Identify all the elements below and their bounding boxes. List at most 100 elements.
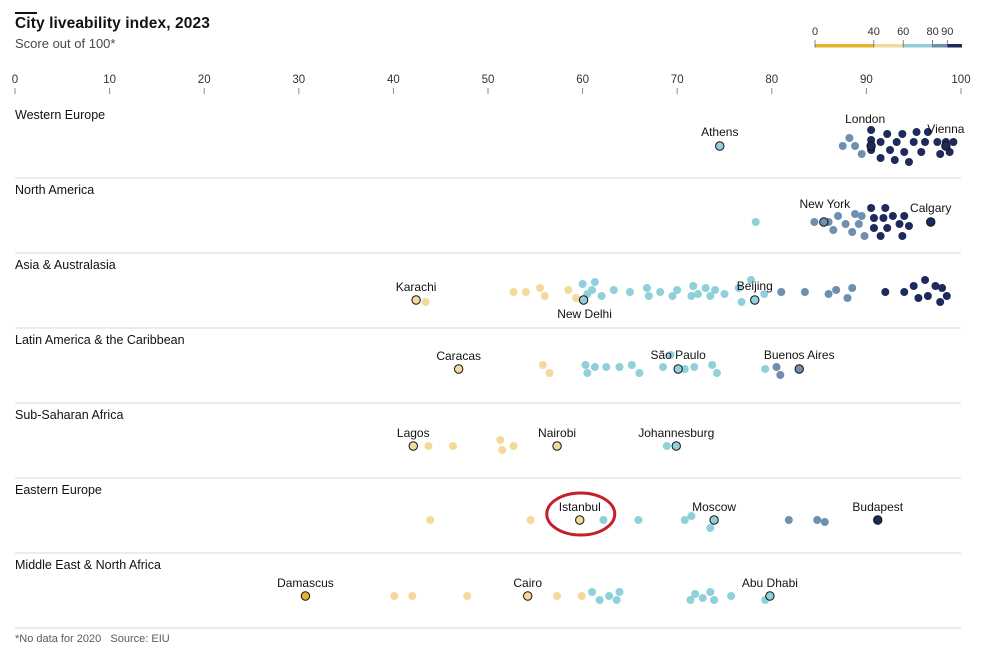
city-dot [578, 280, 587, 288]
city-dot [701, 284, 710, 292]
city-label: Athens [701, 125, 738, 139]
legend-band [903, 44, 933, 48]
city-dot [895, 220, 904, 228]
city-dot [708, 361, 717, 369]
city-dot [876, 154, 885, 162]
city-dot [712, 369, 721, 377]
city-dot [883, 224, 892, 232]
city-label: Calgary [910, 201, 951, 215]
city-dot [751, 218, 760, 226]
city-dot [536, 284, 545, 292]
city-dot [634, 516, 643, 524]
city-dot [909, 282, 918, 290]
city-dot [526, 516, 535, 524]
city-label: London [845, 112, 885, 126]
city-dot [448, 442, 457, 450]
city-dot [698, 594, 707, 602]
city-dot [923, 128, 932, 136]
group-label: Latin America & the Caribbean [15, 333, 185, 347]
city-dot [890, 156, 899, 164]
city-dot [761, 365, 770, 373]
city-dot [898, 232, 907, 240]
city-dot [867, 204, 876, 212]
legend-label: 40 [868, 26, 880, 38]
labelled-city-dot [578, 295, 589, 305]
city-dot [590, 363, 599, 371]
labelled-city-dot [765, 591, 775, 601]
legend-label: 90 [941, 26, 953, 38]
city-dot [876, 232, 885, 240]
city-dot [694, 290, 703, 298]
city-dot [680, 365, 689, 373]
city-label: Cairo [513, 576, 542, 590]
labelled-city-dot [671, 441, 681, 451]
city-dot [879, 214, 888, 222]
city-dot [690, 363, 699, 371]
city-label: Beijing [737, 279, 773, 293]
city-dot [720, 290, 729, 298]
x-tick-label: 100 [951, 74, 970, 86]
city-dot [627, 361, 636, 369]
legend-label: 60 [897, 26, 909, 38]
city-label: Johannesburg [638, 426, 714, 440]
city-dot [602, 363, 611, 371]
highlight-ring [545, 491, 617, 537]
city-dot [421, 298, 430, 306]
city-dot [605, 592, 614, 600]
city-dot [426, 516, 435, 524]
city-dot [898, 130, 907, 138]
city-label: Moscow [692, 500, 736, 514]
legend-label: 80 [926, 26, 938, 38]
city-dot [583, 369, 592, 377]
city-dot [509, 288, 518, 296]
group-label: Middle East & North Africa [15, 558, 161, 572]
city-dot [917, 148, 926, 156]
labelled-city-dot [866, 141, 876, 151]
x-tick-label: 50 [482, 74, 495, 86]
city-dot [848, 284, 857, 292]
city-dot [498, 446, 507, 454]
x-tick-label: 20 [198, 74, 211, 86]
city-label: Vienna [927, 122, 964, 136]
city-dot [892, 138, 901, 146]
city-dot [904, 222, 913, 230]
city-dot [829, 226, 838, 234]
city-label: Lagos [397, 426, 430, 440]
city-dot [923, 292, 932, 300]
city-dot [662, 442, 671, 450]
x-tick-label: 30 [292, 74, 305, 86]
city-dot [540, 292, 549, 300]
city-dot [772, 363, 781, 371]
city-dot [869, 214, 878, 222]
city-dot [857, 212, 866, 220]
labelled-city-dot [709, 515, 719, 525]
city-dot [824, 290, 833, 298]
city-label: New Delhi [557, 307, 612, 321]
city-dot [936, 298, 945, 306]
city-dot [686, 596, 695, 604]
city-dot [936, 150, 945, 158]
city-label: Istanbul [559, 500, 601, 514]
city-dot [746, 276, 755, 284]
top-rule [15, 12, 37, 14]
city-label: Budapest [852, 500, 903, 514]
labelled-city-dot [926, 217, 936, 227]
city-label: Damascus [277, 576, 334, 590]
city-label: Nairobi [538, 426, 576, 440]
city-dot [843, 294, 852, 302]
city-dot [904, 158, 913, 166]
city-label: Abu Dhabi [742, 576, 798, 590]
city-dot [854, 220, 863, 228]
labelled-city-dot [819, 217, 829, 227]
labelled-city-dot [523, 591, 533, 601]
x-tick-label: 80 [765, 74, 778, 86]
city-dot [912, 128, 921, 136]
city-dot [625, 288, 634, 296]
city-dot [810, 218, 819, 226]
city-dot [689, 282, 698, 290]
city-dot [599, 516, 608, 524]
group-label: Sub-Saharan Africa [15, 408, 123, 422]
legend-band [873, 44, 904, 48]
city-dot [931, 282, 940, 290]
city-dot [888, 212, 897, 220]
